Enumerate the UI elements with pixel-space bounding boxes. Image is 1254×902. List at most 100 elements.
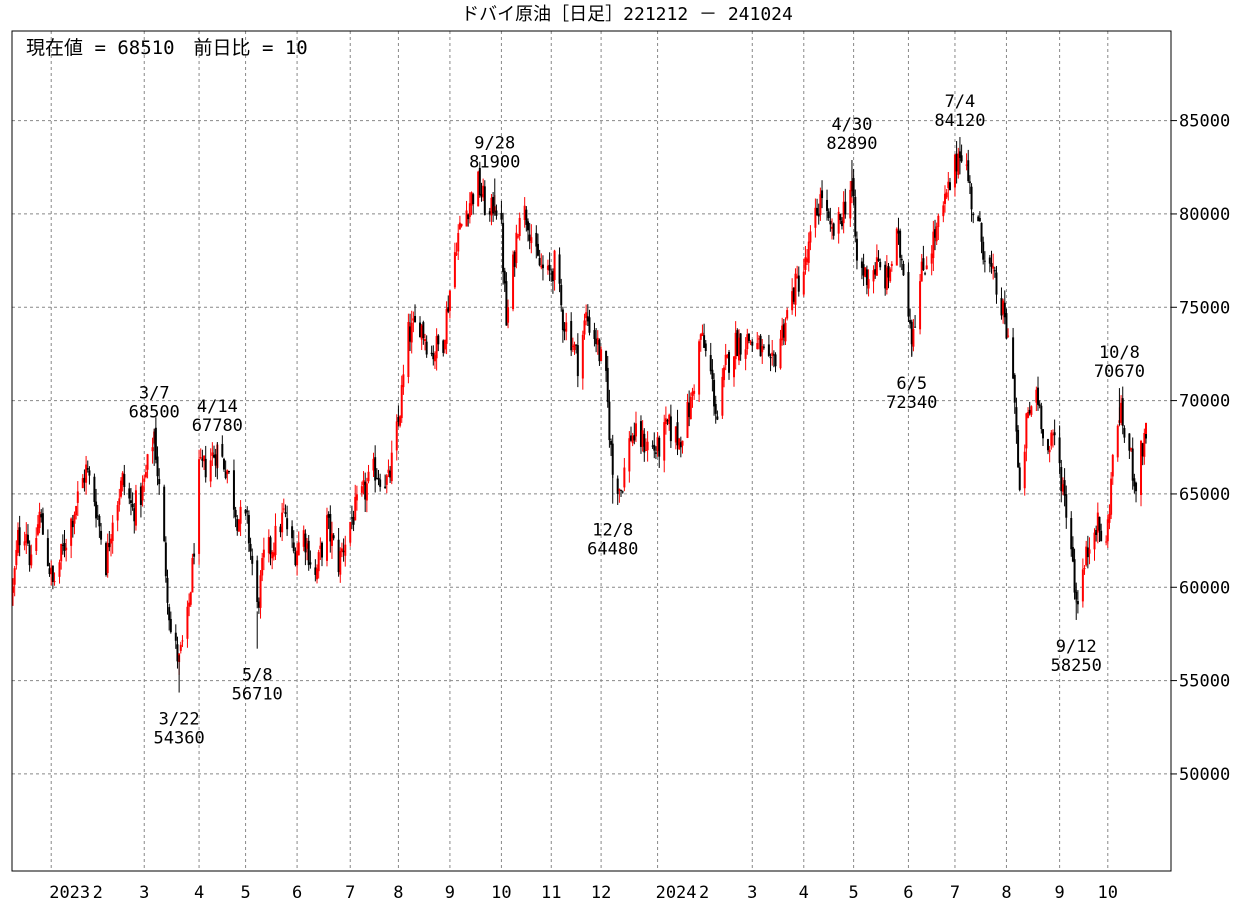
candle-body (548, 264, 551, 271)
candle-body (85, 464, 88, 483)
candle-body (281, 512, 284, 533)
candle-body (1042, 429, 1044, 439)
candle-body (387, 469, 390, 473)
candle-body (271, 551, 274, 559)
candle-body (118, 498, 121, 505)
candle-body (854, 196, 857, 237)
candle-body (804, 257, 807, 270)
candle-body (875, 257, 878, 276)
candle-body (30, 554, 33, 566)
annotation-date: 4/14 (197, 397, 238, 417)
candle-body (389, 470, 392, 478)
candle-body (1018, 467, 1021, 490)
candle-body (855, 238, 858, 261)
candle-body (664, 418, 667, 425)
candle-body (817, 213, 820, 217)
candle-body (209, 460, 212, 482)
candle-body (980, 222, 983, 242)
candle-body (442, 340, 445, 353)
candles-layer (12, 137, 1147, 693)
candle-body (546, 265, 549, 270)
candle-body (829, 220, 832, 225)
candle-body (36, 524, 39, 535)
candle-body (628, 438, 631, 472)
candle-body (455, 253, 458, 255)
annotation-value: 81900 (469, 152, 520, 172)
candle-body (204, 458, 207, 478)
candle-body (1131, 448, 1134, 481)
candle-body (978, 218, 981, 222)
candle-body (900, 258, 903, 261)
candle-body (25, 534, 28, 543)
candle-body (902, 263, 905, 276)
candle-body (443, 339, 446, 350)
candle-body (63, 543, 66, 551)
candle-body (598, 339, 601, 362)
candle-body (349, 521, 352, 543)
candle-body (576, 345, 579, 377)
candle-body (618, 488, 621, 491)
annotation-value: 68500 (129, 403, 180, 423)
candle-body (375, 477, 378, 479)
candle-body (558, 254, 561, 284)
candle-body (272, 552, 275, 557)
candle-body (189, 592, 192, 605)
candle-body (327, 514, 330, 518)
candle-body (244, 509, 247, 514)
candle-body (432, 353, 435, 360)
candle-body (530, 237, 533, 244)
candle-body (791, 291, 794, 311)
x-tick-label: 3 (747, 883, 757, 902)
chart-title: ドバイ原油［日足］221212 － 241024 (461, 4, 793, 25)
candle-body (560, 284, 563, 306)
candle-body (724, 354, 727, 365)
candle-body (874, 269, 877, 275)
candle-body (176, 644, 179, 662)
candle-body (16, 529, 19, 553)
candle-body (355, 494, 358, 501)
candle-body (1086, 547, 1089, 558)
candle-body (990, 263, 993, 267)
candle-body (889, 269, 892, 282)
current-value-label: 現在値 = 68510 前日比 = 10 (26, 37, 308, 59)
candle-body (81, 478, 84, 489)
candle-body (390, 452, 393, 482)
candle-body (1027, 411, 1030, 418)
candle-body (134, 490, 137, 526)
candle-body (644, 449, 647, 451)
candle-body (968, 181, 971, 184)
candle-body (513, 251, 516, 267)
annotation-value: 67780 (192, 416, 243, 436)
candle-body (658, 437, 661, 457)
x-tick-label: 10 (1098, 883, 1118, 902)
x-tick-label: 9 (445, 883, 455, 902)
candle-body (213, 455, 216, 458)
candle-body (88, 470, 91, 476)
y-axis-labels: 50000 55000 60000 65000 70000 75000 80000 85000 (1171, 112, 1230, 785)
candle-body (842, 201, 845, 224)
candle-body (867, 279, 870, 289)
candle-body (146, 454, 149, 470)
candle-body (1046, 439, 1049, 451)
candle-body (297, 542, 300, 556)
candle-body (767, 344, 770, 356)
candle-body (304, 533, 307, 553)
candle-body (141, 485, 144, 501)
candle-body (947, 181, 950, 189)
candle-body (433, 355, 436, 362)
candle-body (826, 199, 829, 211)
candle-body (174, 632, 177, 641)
candle-body (756, 343, 759, 349)
candle-body (151, 447, 154, 452)
candle-body (1085, 546, 1088, 566)
candle-body (108, 543, 111, 548)
annotation-date: 12/8 (592, 521, 633, 541)
candle-body (895, 228, 898, 266)
annotation-value: 84120 (934, 111, 985, 131)
candle-body (96, 515, 99, 517)
x-tick-label: 8 (1001, 883, 1011, 902)
candle-body (819, 194, 822, 215)
candle-body (932, 231, 935, 259)
candle-body (203, 455, 206, 462)
